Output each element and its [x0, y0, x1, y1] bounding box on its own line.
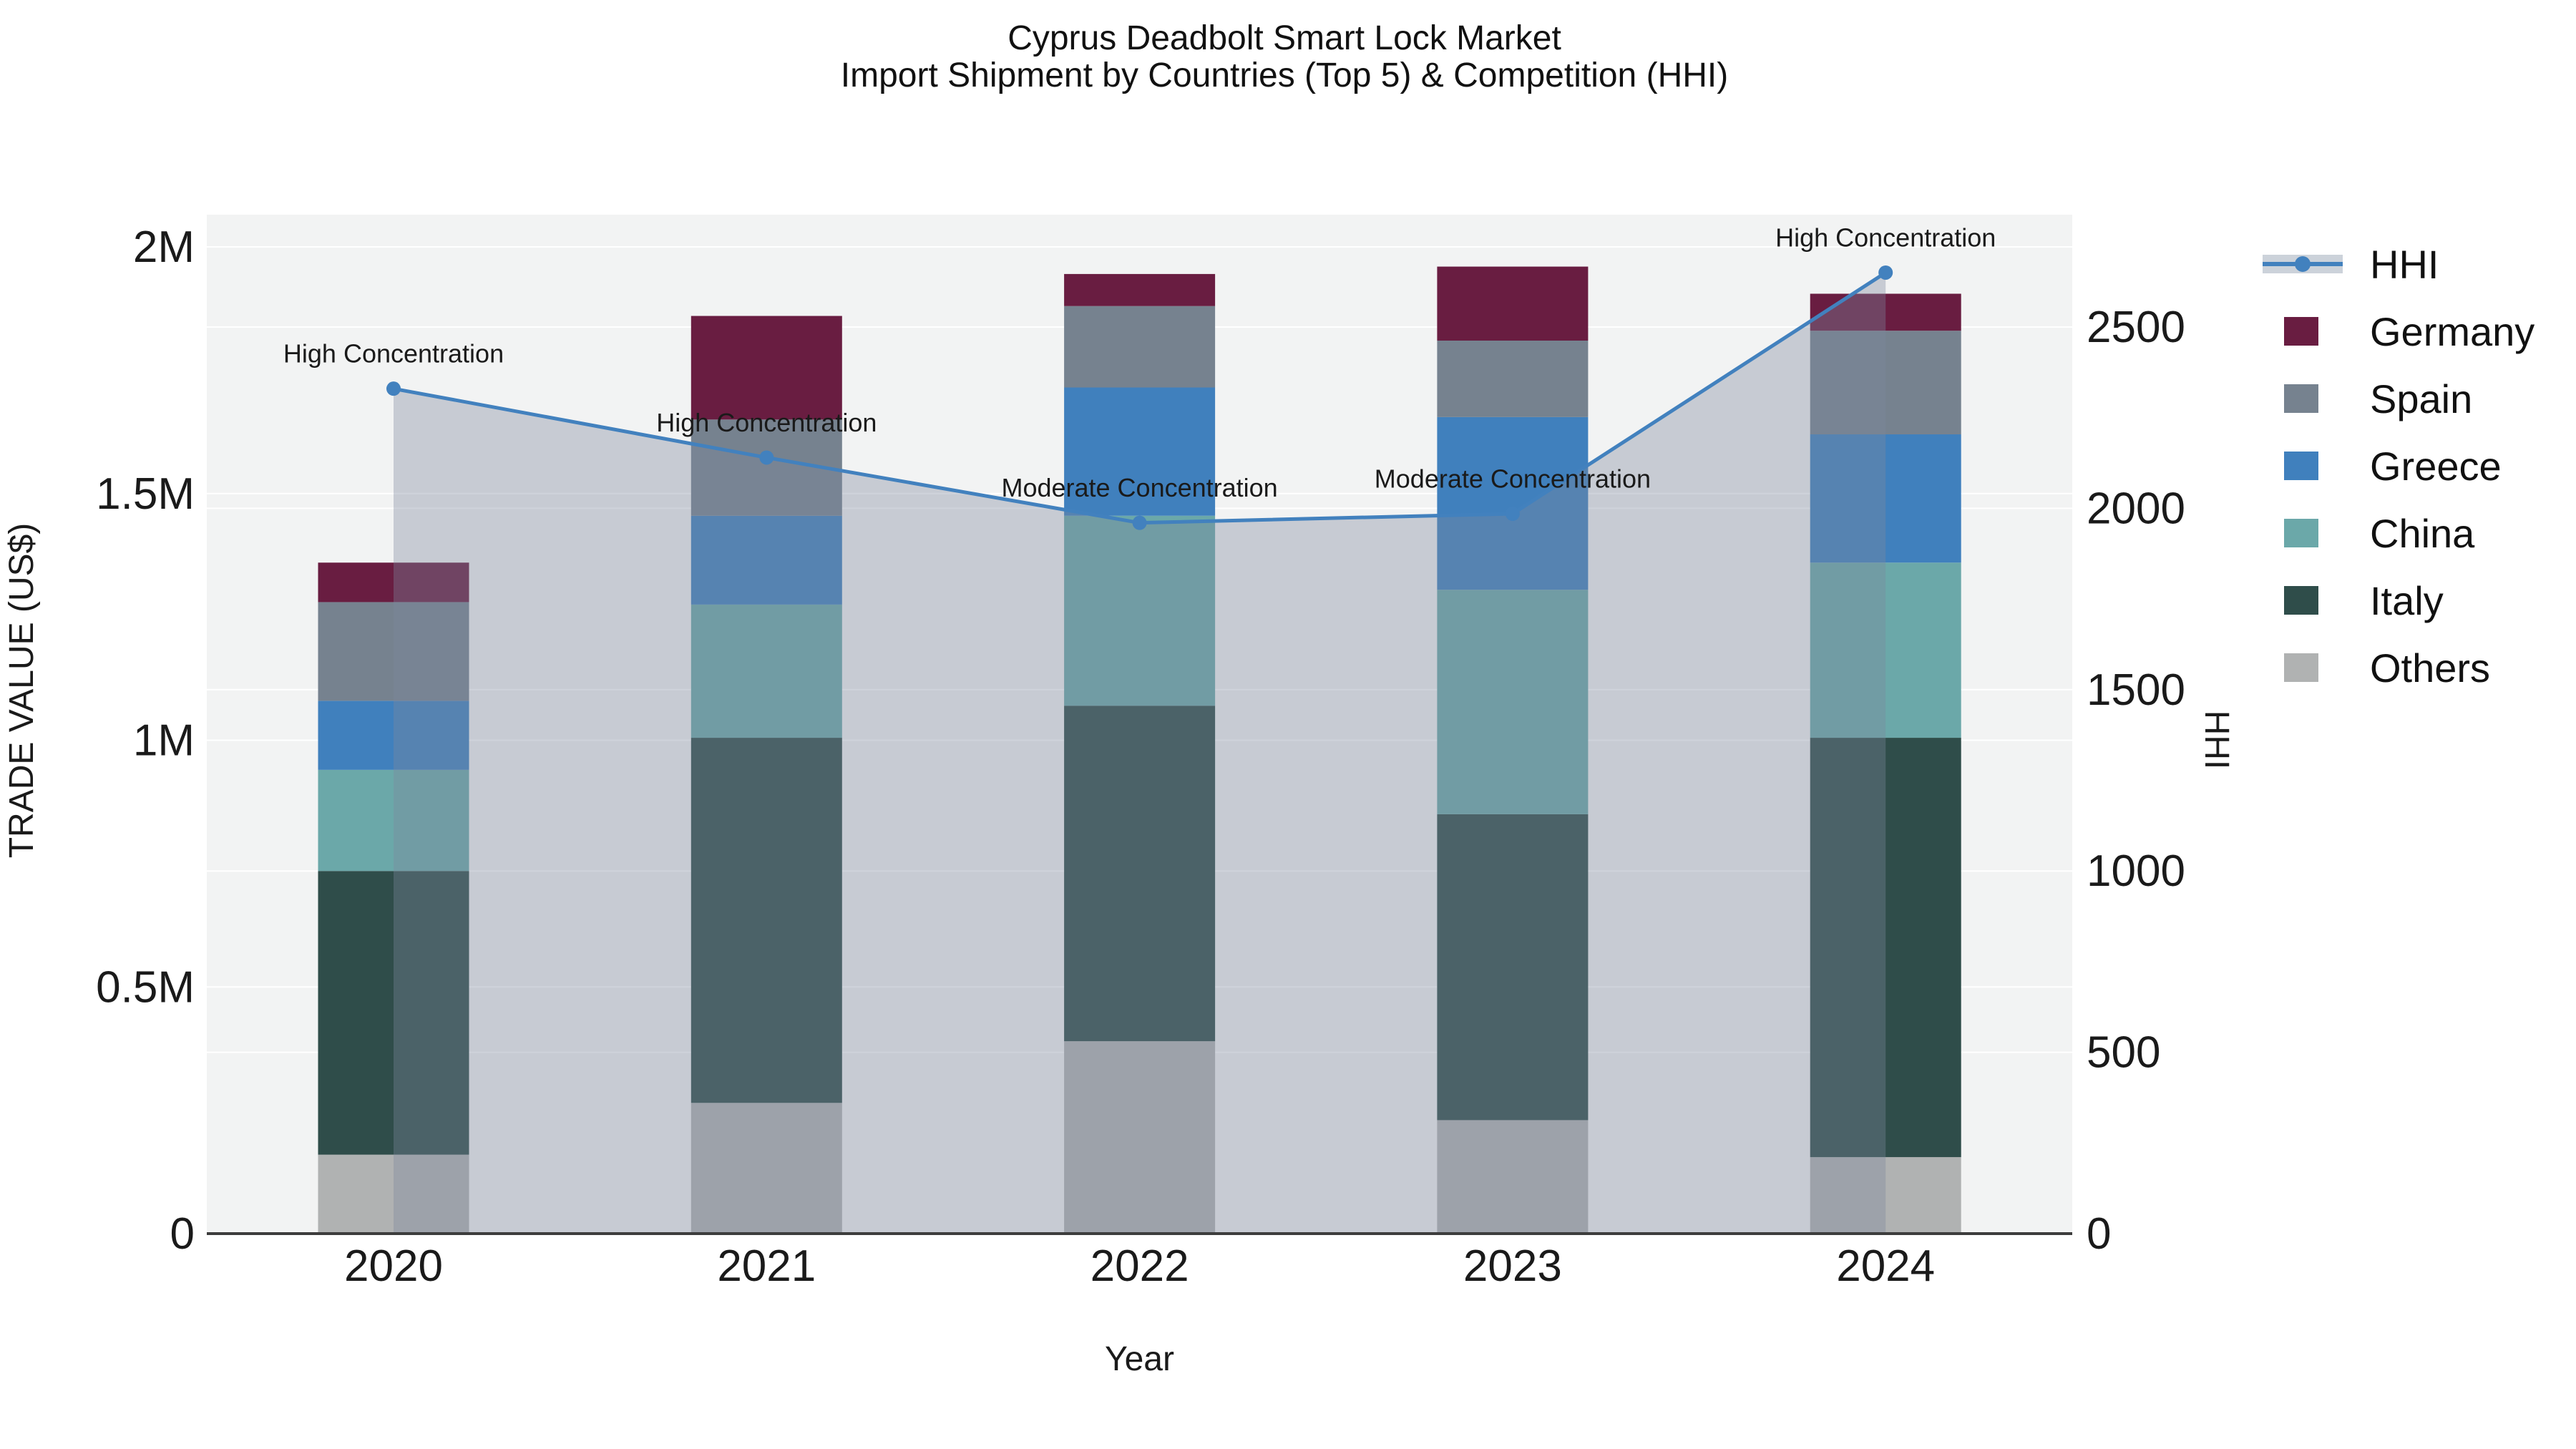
hhi-line-legend-icon [2260, 248, 2351, 280]
bar-segment-spain-2024[interactable] [1810, 331, 1961, 435]
left-tick-label: 1M [133, 716, 195, 766]
legend-label-greece: Greece [2370, 443, 2502, 489]
bar-segment-italy-2020[interactable] [318, 871, 469, 1155]
swatch-color-box [2284, 586, 2318, 615]
legend-swatch-germany [2260, 316, 2351, 347]
bar-segment-china-2023[interactable] [1437, 590, 1589, 814]
hhi-marker-2022[interactable] [1132, 515, 1147, 530]
annotation-2024: High Concentration [1775, 223, 1996, 252]
swatch-color-box [2284, 384, 2318, 413]
hhi-marker-2021[interactable] [759, 450, 774, 465]
hhi-marker-2020[interactable] [386, 381, 401, 396]
legend-label-hhi: HHI [2370, 241, 2439, 287]
legend-item-china[interactable]: China [2260, 499, 2534, 567]
legend-item-germany[interactable]: Germany [2260, 298, 2534, 365]
bar-segment-greece-2022[interactable] [1064, 387, 1216, 516]
left-tick-label: 0 [170, 1209, 195, 1259]
annotation-2021: High Concentration [656, 408, 877, 437]
legend-label-germany: Germany [2370, 308, 2535, 354]
bar-segment-china-2022[interactable] [1064, 515, 1216, 706]
annotation-2023: Moderate Concentration [1375, 464, 1651, 494]
annotation-2022: Moderate Concentration [1001, 473, 1277, 502]
right-tick-label: 2000 [2087, 484, 2185, 533]
bar-segment-greece-2023[interactable] [1437, 416, 1589, 590]
hhi-marker-2024[interactable] [1878, 265, 1893, 280]
bar-segment-china-2024[interactable] [1810, 562, 1961, 738]
legend-swatch-italy [2260, 585, 2351, 616]
swatch-color-box [2284, 653, 2318, 682]
legend-label-italy: Italy [2370, 577, 2444, 623]
bar-segment-italy-2023[interactable] [1437, 814, 1589, 1121]
legend-label-spain: Spain [2370, 376, 2473, 421]
left-axis-title: TRADE VALUE (US$) [3, 523, 41, 859]
bar-segment-greece-2021[interactable] [691, 515, 842, 605]
bar-segment-others-2020[interactable] [318, 1154, 469, 1234]
x-tick-label: 2020 [344, 1241, 443, 1291]
right-tick-label: 1000 [2087, 847, 2185, 896]
bar-segment-greece-2020[interactable] [318, 701, 469, 770]
right-axis-title: HHI [2197, 711, 2235, 770]
x-tick-label: 2021 [717, 1241, 816, 1291]
legend: HHI Germany Spain Greece China Italy Others [2260, 230, 2534, 701]
right-tick-label: 1500 [2087, 665, 2185, 715]
swatch-color-box [2284, 317, 2318, 346]
legend-label-others: Others [2370, 645, 2491, 691]
bar-segment-italy-2024[interactable] [1810, 738, 1961, 1158]
annotation-2020: High Concentration [283, 339, 504, 369]
legend-swatch-spain [2260, 383, 2351, 414]
right-tick-label: 2500 [2087, 303, 2185, 352]
left-tick-label: 2M [133, 223, 195, 272]
x-axis-title: Year [1105, 1340, 1174, 1378]
chart-title-line1: Cyprus Deadbolt Smart Lock Market [1008, 19, 1561, 57]
bar-segment-china-2021[interactable] [691, 604, 842, 738]
bar-segment-spain-2020[interactable] [318, 602, 469, 701]
hhi-area-fill [394, 272, 1886, 1234]
chart-title: Cyprus Deadbolt Smart Lock Market Import… [0, 20, 2569, 94]
right-tick-label: 500 [2087, 1028, 2160, 1078]
bar-segment-spain-2023[interactable] [1437, 341, 1589, 417]
right-tick-label: 0 [2087, 1209, 2111, 1259]
bar-segment-italy-2022[interactable] [1064, 706, 1216, 1042]
bar-segment-germany-2021[interactable] [691, 316, 842, 420]
bar-segment-others-2021[interactable] [691, 1103, 842, 1234]
bar-segment-germany-2024[interactable] [1810, 293, 1961, 331]
legend-item-hhi[interactable]: HHI [2260, 230, 2534, 298]
bar-segment-italy-2021[interactable] [691, 738, 842, 1103]
chart-title-line2: Import Shipment by Countries (Top 5) & C… [840, 57, 1729, 94]
x-tick-label: 2022 [1091, 1241, 1189, 1291]
legend-swatch-greece [2260, 450, 2351, 482]
x-tick-label: 2023 [1463, 1241, 1562, 1291]
legend-item-italy[interactable]: Italy [2260, 567, 2534, 634]
legend-item-others[interactable]: Others [2260, 634, 2534, 701]
bar-segment-others-2023[interactable] [1437, 1120, 1589, 1234]
bar-segment-others-2024[interactable] [1810, 1157, 1961, 1234]
x-tick-label: 2024 [1836, 1241, 1935, 1291]
bar-segment-others-2022[interactable] [1064, 1041, 1216, 1234]
bar-segment-germany-2020[interactable] [318, 562, 469, 602]
bar-segment-spain-2022[interactable] [1064, 306, 1216, 388]
legend-item-greece[interactable]: Greece [2260, 432, 2534, 499]
bar-segment-germany-2023[interactable] [1437, 266, 1589, 341]
hhi-marker-2023[interactable] [1505, 507, 1520, 522]
bar-segment-china-2020[interactable] [318, 769, 469, 872]
swatch-color-box [2284, 519, 2318, 547]
bar-segment-germany-2022[interactable] [1064, 273, 1216, 306]
left-tick-label: 0.5M [96, 962, 195, 1012]
legend-swatch-others [2260, 652, 2351, 683]
left-tick-label: 1.5M [96, 469, 195, 519]
hhi-marker-swatch [2295, 256, 2311, 272]
bar-segment-greece-2024[interactable] [1810, 434, 1961, 563]
legend-label-china: China [2370, 510, 2475, 556]
legend-item-spain[interactable]: Spain [2260, 365, 2534, 432]
legend-swatch-china [2260, 517, 2351, 549]
swatch-color-box [2284, 452, 2318, 480]
